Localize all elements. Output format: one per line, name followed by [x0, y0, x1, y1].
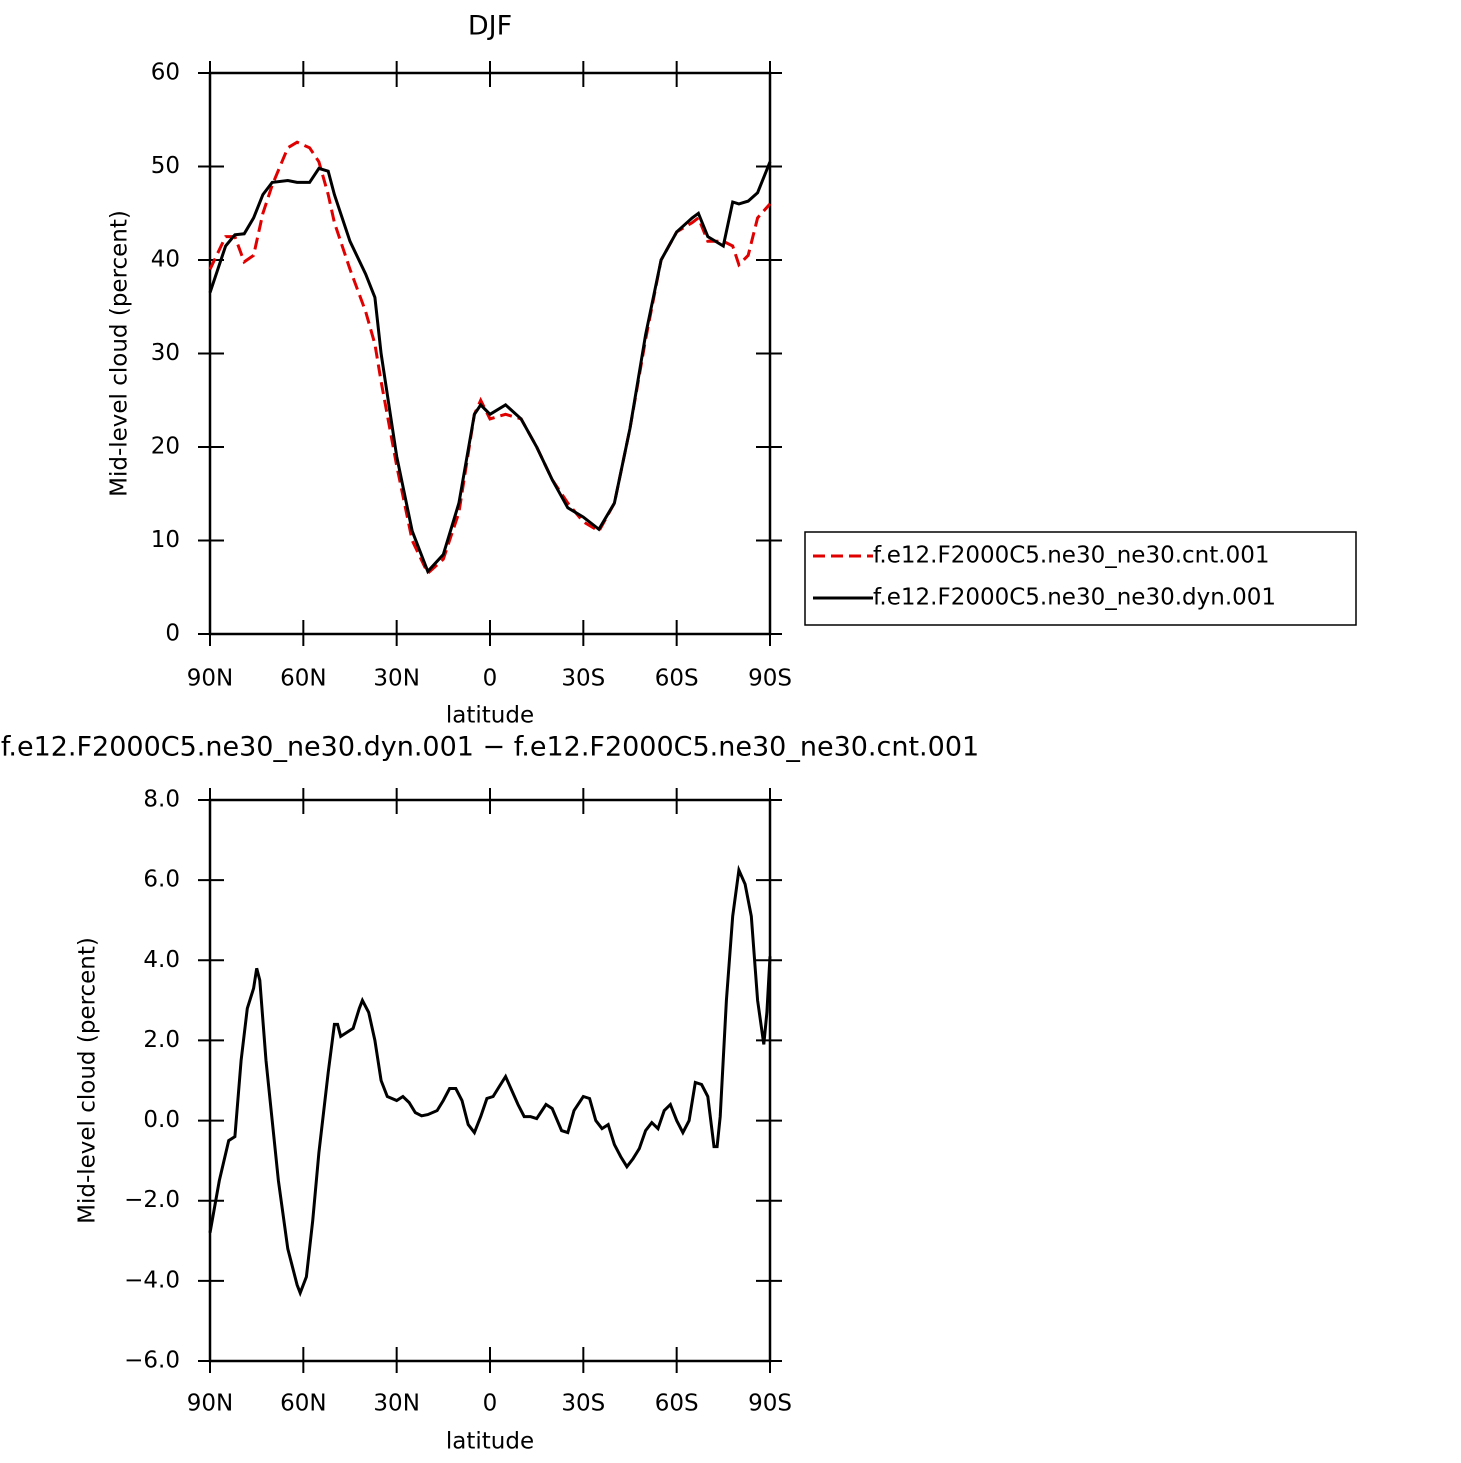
x-tick-label: 90N — [187, 1391, 233, 1417]
y-tick-label: −6.0 — [124, 1348, 180, 1374]
x-tick-label: 60S — [655, 1391, 699, 1417]
x-tick-label: 90S — [748, 1391, 792, 1417]
y-tick-label: −2.0 — [124, 1187, 180, 1213]
y-tick-label: 30 — [151, 340, 180, 366]
y-tick-label: −4.0 — [124, 1267, 180, 1293]
x-tick-label: 60N — [280, 666, 326, 692]
y-tick-label: 20 — [151, 434, 180, 460]
plot-frame — [208, 71, 772, 636]
data-line — [208, 140, 772, 576]
y-tick-label: 50 — [151, 153, 180, 179]
y-tick-label: 0 — [165, 621, 180, 647]
y-axis-label: Mid-level cloud (percent) — [75, 937, 101, 1224]
data-line — [208, 161, 772, 575]
y-tick-label: 10 — [151, 527, 180, 553]
legend-box — [804, 531, 1357, 626]
x-tick-label: 30S — [561, 666, 605, 692]
x-tick-label: 0 — [483, 666, 498, 692]
x-axis-label: latitude — [446, 703, 534, 729]
x-tick-label: 90S — [748, 666, 792, 692]
x-tick-label: 90N — [187, 666, 233, 692]
y-tick-label: 0.0 — [143, 1107, 180, 1133]
x-tick-label: 30N — [373, 666, 419, 692]
y-tick-label: 60 — [151, 60, 180, 86]
y-tick-label: 2.0 — [143, 1027, 180, 1053]
x-tick-label: 30S — [561, 1391, 605, 1417]
x-axis-label: latitude — [446, 1429, 534, 1455]
chart-title: f.e12.F2000C5.ne30_ne30.dyn.001 − f.e12.… — [1, 732, 979, 763]
y-tick-label: 8.0 — [143, 787, 180, 813]
x-tick-label: 0 — [483, 1391, 498, 1417]
data-line — [208, 864, 772, 1298]
x-tick-label: 60N — [280, 1391, 326, 1417]
x-tick-label: 60S — [655, 666, 699, 692]
plot-frame — [208, 798, 772, 1363]
y-axis-label: Mid-level cloud (percent) — [107, 210, 133, 497]
legend-label: f.e12.F2000C5.ne30_ne30.dyn.001 — [873, 585, 1276, 611]
chart-title: DJF — [468, 11, 512, 42]
x-tick-label: 30N — [373, 1391, 419, 1417]
legend-label: f.e12.F2000C5.ne30_ne30.cnt.001 — [873, 543, 1269, 569]
y-tick-label: 4.0 — [143, 947, 180, 973]
y-tick-label: 40 — [151, 247, 180, 273]
y-tick-label: 6.0 — [143, 867, 180, 893]
